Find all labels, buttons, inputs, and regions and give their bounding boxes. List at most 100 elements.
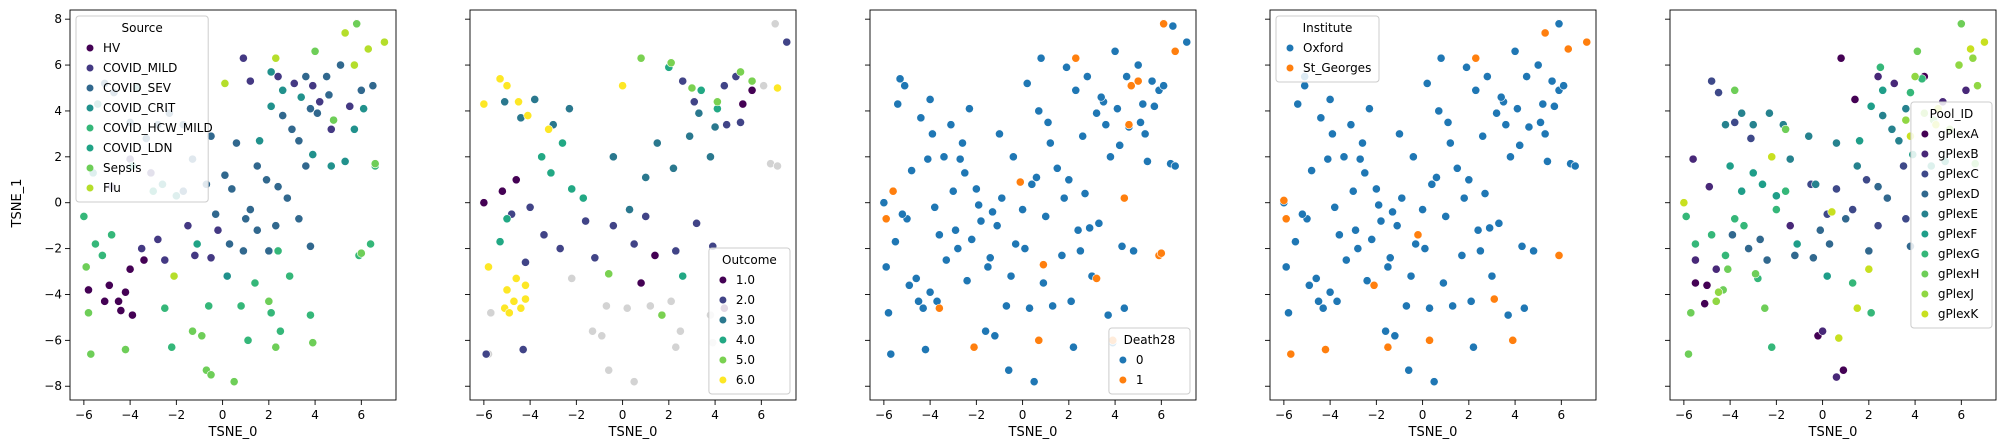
data-point [1367,235,1377,244]
x-tick-label: 0 [619,408,627,422]
data-point [349,60,359,70]
data-point [1096,92,1106,102]
data-point [139,255,149,265]
data-point [1771,191,1781,201]
data-point [1457,251,1467,260]
data-point [1390,331,1400,341]
data-point [981,326,991,336]
data-point [983,262,993,272]
data-point [1848,205,1858,214]
data-point [326,161,336,171]
data-point [1351,225,1360,235]
data-point [925,287,935,297]
data-point [773,161,782,171]
data-point [356,248,366,258]
legend-entry: 5.0 [736,353,755,367]
x-tick-label: 2 [1865,408,1873,422]
data-point [1073,225,1083,235]
data-point [1501,120,1511,130]
data-point [738,99,748,109]
x-tick-label: 6 [357,408,365,422]
data-point [1855,136,1864,146]
data-point [1700,299,1710,309]
legend-entry: COVID_SEV [103,81,172,95]
data-point [1841,214,1851,224]
data-point [322,72,332,81]
data-point [1078,131,1088,141]
data-point [1746,134,1756,143]
data-point [1119,303,1129,313]
data-point [266,308,276,318]
data-point [1866,101,1876,111]
legend-title: Pool_ID [1930,107,1974,121]
data-point [1748,168,1758,178]
data-point [1159,81,1169,91]
data-point [1404,365,1414,375]
legend-marker [1921,150,1929,158]
data-point [114,296,123,306]
data-point [567,184,577,194]
x-tick-label: −6 [1675,408,1693,422]
data-point [504,308,514,318]
data-point [352,19,362,29]
panel-3: −6 −4 −2 0 2 4 6 TSNE_0 Death28 0 1 [865,9,1197,440]
data-point [1850,95,1860,104]
data-point [1323,154,1333,164]
data-point [1822,271,1832,281]
legend-entry: gPlexK [1938,307,1979,321]
legend-marker [719,356,727,364]
data-point [602,301,611,311]
data-point [1582,37,1592,47]
data-point [1075,246,1085,256]
legend-marker [1921,290,1929,298]
data-point [324,90,334,100]
data-point [1129,246,1138,256]
data-point [918,303,928,313]
x-tick-label: 2 [1465,408,1473,422]
data-point [565,104,574,114]
data-point [884,308,893,318]
data-point [1066,296,1076,306]
data-point [1762,255,1772,265]
data-point [537,152,547,162]
data-point [645,301,655,311]
data-point [1064,175,1074,185]
data-point [1395,129,1404,139]
data-point [245,76,255,86]
data-point [1554,19,1564,29]
data-point [1436,53,1446,63]
data-point [1559,81,1569,91]
data-point [1392,221,1402,231]
data-point [1122,72,1132,81]
data-point [1133,60,1143,70]
data-point [622,303,632,313]
data-point [1168,21,1178,31]
data-point [608,152,618,162]
data-point [282,193,292,203]
data-point [97,251,107,260]
data-point [1325,287,1335,297]
legend-marker [86,44,94,52]
data-point [650,251,660,260]
legend-marker [1921,130,1929,138]
data-point [881,262,891,272]
data-point [1725,161,1735,171]
data-point [500,97,510,107]
data-point [581,216,591,226]
legend-marker [1286,64,1294,72]
data-point [266,67,276,77]
data-point [604,365,614,375]
data-point [225,239,234,249]
data-point [1291,237,1300,247]
data-point [1406,271,1416,281]
y-tick-label: 6 [54,58,62,72]
data-point [275,326,285,336]
data-point [1887,124,1897,134]
data-point [934,230,944,240]
data-point [160,303,170,313]
x-tick-label: −4 [521,408,539,422]
legend: Pool_ID gPlexA gPlexB gPlexC gPlexD gPlexE gPl… [1910,101,1993,329]
data-point [1057,251,1067,260]
data-point [479,99,489,109]
y-tick-label: 8 [54,12,62,26]
